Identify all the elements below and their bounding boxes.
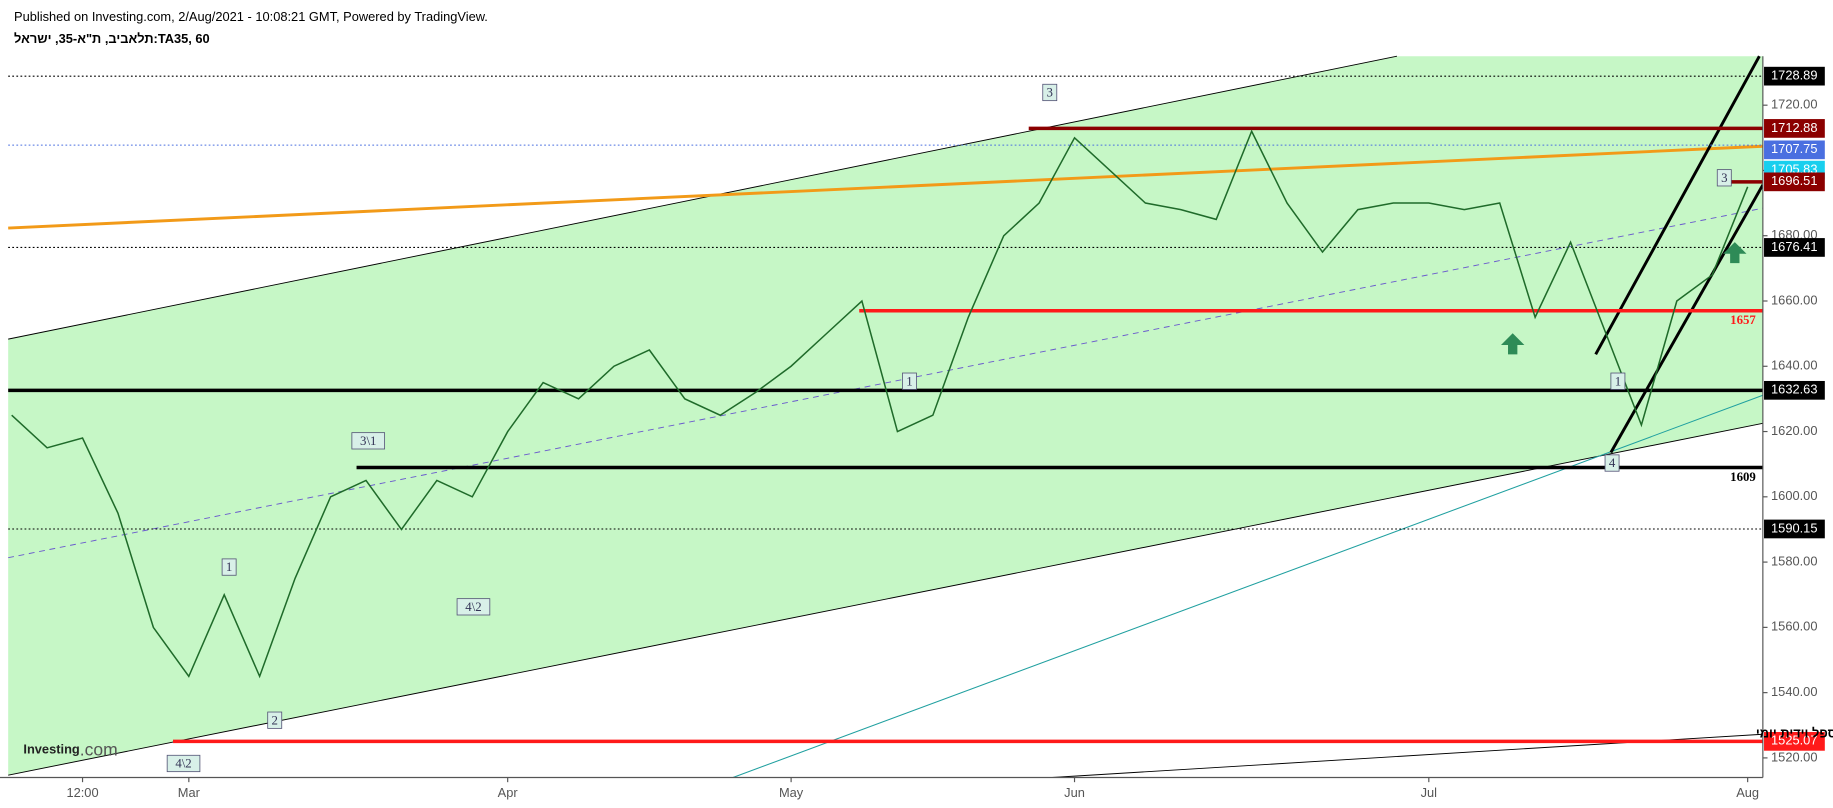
y-tick-label: 1520.00 [1771, 749, 1817, 764]
x-tick-label: Mar [178, 785, 201, 800]
price-tag-label: 1632.63 [1771, 382, 1817, 397]
arrow-up [1501, 333, 1525, 355]
wave-label: 3 [1721, 171, 1727, 185]
y-tick-label: 1620.00 [1771, 423, 1817, 438]
price-tag [1764, 732, 1825, 751]
y-tick-label: 1540.00 [1771, 684, 1817, 699]
x-tick-label: Jul [1421, 785, 1437, 800]
y-tick-label: 1720.00 [1771, 97, 1817, 112]
price-tag [1764, 66, 1825, 86]
wave-label-box [166, 754, 201, 773]
chart-title: Published on Investing.com, 2/Aug/2021 -… [14, 9, 488, 24]
level-label: 1609 [1730, 470, 1756, 484]
logo: Investing.com [23, 739, 117, 759]
wave-label: 3\1 [360, 434, 376, 448]
wave-label-box [221, 558, 237, 576]
price-line [11, 129, 1749, 679]
price-tag [1764, 119, 1825, 138]
x-tick-label: Apr [498, 785, 519, 800]
y-tick-label: 1600.00 [1771, 488, 1817, 503]
wave-label-box [456, 598, 491, 616]
note: בסיס ספל וידית יומי [1756, 726, 1833, 741]
wave-label-box [267, 711, 283, 729]
logo-suffix: .com [80, 739, 118, 759]
price-tag-label: 1696.51 [1771, 173, 1817, 188]
resistance-line [8, 144, 1763, 230]
rising-channel [1594, 55, 1761, 356]
price-tag [1764, 140, 1825, 160]
wave-label-box [1716, 169, 1732, 187]
trend-line [732, 394, 1764, 778]
y-tick-label: 1640.00 [1771, 358, 1817, 373]
price-tag [1764, 172, 1825, 192]
price-tag-label: 1707.75 [1771, 141, 1817, 156]
channel-upper [8, 55, 1398, 340]
chart-subtitle: תלאביב, ת"א-35, ישראל:TA35, 60 [14, 31, 210, 46]
wave-label-box [1604, 454, 1620, 472]
y-tick-label: 1580.00 [1771, 553, 1817, 568]
price-tag-label: 1590.15 [1771, 520, 1817, 535]
logo-name: Investing [23, 742, 79, 757]
wave-label-box [351, 432, 386, 450]
channel-lower [8, 422, 1763, 776]
price-tag-label: 1728.89 [1771, 68, 1817, 83]
wave-label: 4 [1609, 456, 1616, 470]
wave-label: 1 [226, 560, 232, 574]
channel-mid [8, 207, 1763, 559]
wave-label: 1 [906, 374, 912, 388]
y-tick-label: 1560.00 [1771, 619, 1817, 634]
price-tag [1764, 238, 1825, 257]
x-tick-label: Jun [1064, 785, 1085, 800]
price-tag [1764, 519, 1825, 539]
wave-label-box [1042, 83, 1058, 102]
wave-label: 3 [1047, 86, 1053, 100]
y-tick-label: 1660.00 [1771, 292, 1817, 307]
price-tag [1764, 380, 1825, 400]
x-tick-label: 12:00 [66, 785, 98, 800]
x-tick-label: May [779, 785, 804, 800]
channel-fill [8, 56, 1763, 776]
x-tick-label: Aug [1736, 785, 1759, 800]
price-tag-label: 1525.07 [1771, 733, 1817, 748]
wave-label-box [902, 372, 917, 390]
wave-label: 4\2 [175, 757, 191, 771]
arrow-up [1723, 242, 1747, 264]
wave-label: 2 [272, 713, 278, 727]
wave-label: 1 [1615, 374, 1621, 388]
price-tag-label: 1676.41 [1771, 239, 1817, 254]
wave-label-box [1610, 372, 1626, 390]
rising-channel [1609, 184, 1765, 454]
price-tag-label: 1712.88 [1771, 120, 1817, 135]
level-label: 1657 [1730, 313, 1756, 327]
wave-label: 4\2 [465, 600, 481, 614]
